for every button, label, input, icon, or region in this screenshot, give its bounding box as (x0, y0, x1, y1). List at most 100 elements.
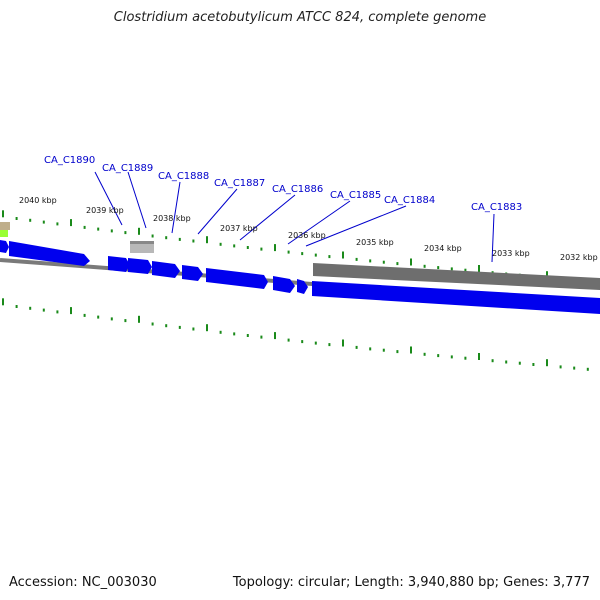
major-tick (410, 346, 412, 354)
major-tick (206, 324, 208, 332)
major-tick (206, 236, 208, 244)
minor-tick (29, 306, 32, 310)
minor-tick (355, 345, 358, 349)
minor-tick (97, 227, 100, 231)
minor-tick (151, 234, 154, 238)
leader-ca-c1887 (197, 188, 238, 235)
minor-tick (382, 260, 385, 264)
minor-tick (42, 220, 45, 224)
minor-tick (382, 348, 385, 352)
minor-tick (83, 313, 86, 317)
major-tick (478, 265, 480, 272)
minor-tick (178, 237, 181, 241)
minor-tick (423, 352, 426, 356)
minor-tick (369, 259, 372, 263)
gene-arrow-ca-c1884a[interactable] (273, 276, 295, 293)
major-tick (410, 258, 412, 266)
minor-tick (151, 322, 154, 326)
minor-tick (423, 264, 426, 268)
gene-label-ca-c1883[interactable]: CA_C1883 (471, 202, 522, 213)
minor-tick (396, 262, 399, 266)
major-tick (274, 332, 276, 340)
grey-feature-small-cap (130, 241, 154, 244)
minor-tick (233, 244, 236, 248)
gene-arrow-ca-c1891[interactable] (0, 240, 9, 253)
kbp-label-2039: 2039 kbp (86, 206, 124, 215)
minor-tick (491, 359, 494, 363)
major-tick (274, 244, 276, 252)
minor-tick (559, 365, 562, 369)
minor-tick (396, 350, 399, 354)
minor-tick (355, 257, 358, 261)
leader-ca-c1885 (287, 200, 351, 245)
gene-arrow-ca-c1890[interactable] (9, 241, 90, 266)
minor-tick (437, 266, 440, 270)
kbp-label-2038: 2038 kbp (153, 214, 191, 223)
minor-tick (233, 332, 236, 336)
minor-tick (314, 253, 317, 257)
gene-arrow-ca-c1886[interactable] (182, 265, 203, 281)
major-tick (478, 353, 480, 360)
minor-tick (586, 367, 589, 371)
minor-tick (246, 334, 249, 337)
gene-label-ca-c1889[interactable]: CA_C1889 (102, 163, 153, 174)
kbp-label-2036: 2036 kbp (288, 231, 326, 240)
minor-tick (178, 325, 181, 329)
minor-tick (464, 268, 467, 272)
minor-tick (165, 324, 168, 328)
major-tick (546, 359, 548, 367)
kbp-label-2033: 2033 kbp (492, 249, 530, 258)
gene-arrow-ca-c1888[interactable] (128, 258, 152, 274)
minor-tick (287, 338, 290, 342)
gene-arrow-ca-c1885[interactable] (206, 268, 268, 289)
leader-ca-c1889 (127, 171, 147, 229)
leader-ca-c1886 (239, 194, 296, 241)
minor-tick (369, 347, 372, 351)
minor-tick (97, 315, 100, 319)
gene-label-ca-c1890[interactable]: CA_C1890 (44, 155, 95, 166)
minor-tick (219, 330, 222, 334)
genome-summary-text: Topology: circular; Length: 3,940,880 bp… (232, 575, 590, 590)
minor-tick (29, 218, 32, 222)
minor-tick (301, 340, 304, 344)
major-tick (138, 315, 140, 323)
leader-ca-c1884 (305, 205, 407, 247)
major-tick (70, 219, 72, 227)
gene-label-ca-c1885[interactable]: CA_C1885 (330, 190, 381, 201)
gene-label-ca-c1888[interactable]: CA_C1888 (158, 171, 209, 182)
accession-text: Accession: NC_003030 (9, 575, 157, 590)
leader-ca-c1883 (491, 213, 495, 263)
minor-tick (56, 222, 59, 226)
minor-tick (518, 361, 521, 365)
minor-tick (328, 343, 331, 347)
minor-tick (328, 255, 331, 259)
edge-feature-green (0, 230, 8, 237)
minor-tick (42, 308, 45, 312)
minor-tick (15, 305, 18, 308)
minor-tick (219, 242, 222, 246)
gene-label-ca-c1886[interactable]: CA_C1886 (272, 184, 323, 195)
minor-tick (192, 239, 195, 243)
kbp-label-2032: 2032 kbp (560, 253, 598, 262)
gene-arrow-ca-c1887[interactable] (152, 261, 180, 278)
gene-arrow-ca-c1889[interactable] (108, 256, 130, 272)
gene-arrow-ca-c1883[interactable] (312, 281, 600, 314)
kbp-label-2034: 2034 kbp (424, 244, 462, 253)
major-tick (342, 339, 344, 347)
major-tick (138, 227, 140, 235)
gene-label-ca-c1884[interactable]: CA_C1884 (384, 195, 435, 206)
minor-tick (192, 327, 195, 331)
minor-tick (56, 310, 59, 314)
minor-tick (464, 356, 467, 360)
gene-label-ca-c1887[interactable]: CA_C1887 (214, 178, 265, 189)
major-tick (2, 298, 4, 306)
minor-tick (301, 252, 304, 256)
gene-arrow-ca-c1884b[interactable] (297, 279, 308, 294)
minor-tick (110, 317, 113, 321)
minor-tick (83, 225, 86, 229)
grey-feature-large[interactable] (313, 263, 600, 290)
minor-tick (450, 267, 453, 271)
minor-tick (287, 250, 290, 254)
minor-tick (246, 246, 249, 249)
